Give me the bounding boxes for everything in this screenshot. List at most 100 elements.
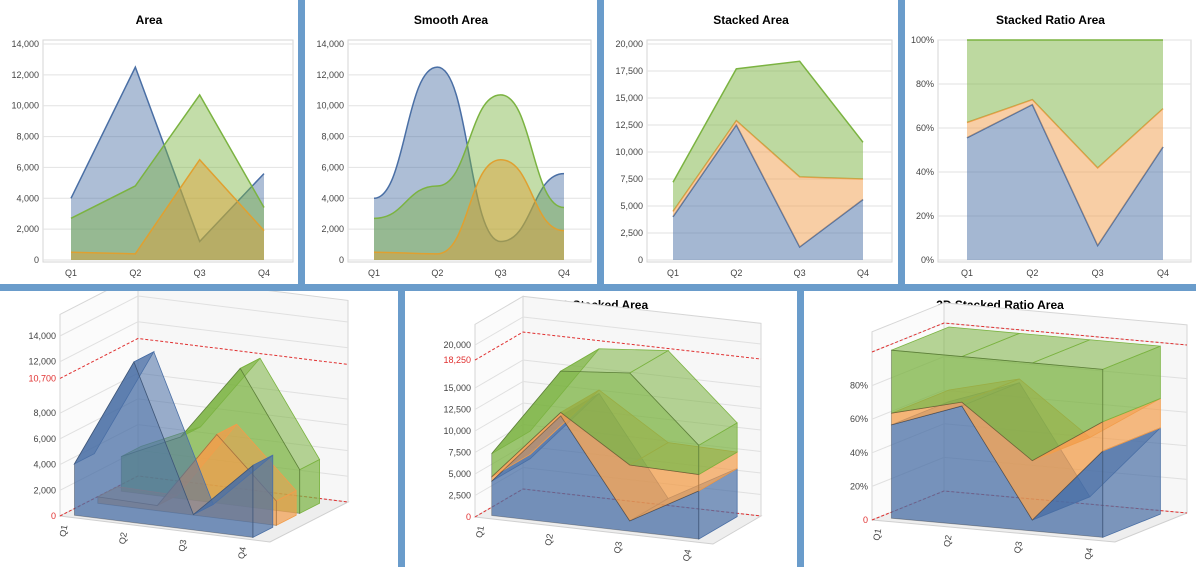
x-tick-label: Q2 <box>942 534 954 548</box>
x-tick-label: Q4 <box>681 549 693 563</box>
area-series-1 <box>71 67 264 261</box>
y-tick-label: 6,000 <box>33 434 56 444</box>
area-series-3-front <box>491 370 700 478</box>
series-line-2 <box>70 93 265 220</box>
y-tick-label: 10,000 <box>11 101 39 111</box>
area-series-3-front <box>74 361 254 538</box>
y-tick-label: 12,500 <box>615 120 643 130</box>
reference-line-label: 10,700 <box>28 373 56 383</box>
x-tick-label: Q1 <box>667 268 679 278</box>
y-tick-label: 0 <box>466 512 471 522</box>
chart-title: Stacked Area <box>713 13 789 27</box>
x-tick-label: Q2 <box>1026 268 1038 278</box>
y-tick-label: 20,000 <box>615 39 643 49</box>
gridline <box>474 316 524 346</box>
x-tick-label: Q1 <box>368 268 380 278</box>
gridline <box>474 402 524 432</box>
x-tick-label: Q4 <box>1157 268 1169 278</box>
reference-line <box>871 322 1188 353</box>
y-tick-label: 12,000 <box>28 357 56 367</box>
y-tick-label: 20,000 <box>443 340 471 350</box>
y-tick-label: 2,000 <box>321 224 344 234</box>
chart-title: Area <box>136 13 163 27</box>
y-tick-label: 2,000 <box>33 485 56 495</box>
series-line-2 <box>373 94 565 220</box>
y-tick-label: 15,000 <box>443 383 471 393</box>
x-tick-label: Q3 <box>194 268 206 278</box>
gridline <box>137 321 349 349</box>
y-tick-label: 6,000 <box>16 162 39 172</box>
vertical-splitter-top-3[interactable] <box>898 0 905 284</box>
stacked-ratio-area-chart: Stacked Ratio Area 0% 20% 40% 60% 80% 100% Q1 Q2… <box>911 13 1192 278</box>
chart-title: Stacked Ratio Area <box>996 13 1105 27</box>
x-tick-label: Q3 <box>177 539 189 553</box>
x-tick-label: Q4 <box>857 268 869 278</box>
series-line-3 <box>373 158 565 255</box>
vertical-splitter-top-1[interactable] <box>298 0 305 284</box>
y-tick-label: 14,000 <box>28 331 56 341</box>
x-tick-label: Q2 <box>129 268 141 278</box>
x-tick-label: Q3 <box>1092 268 1104 278</box>
vertical-splitter-top-2[interactable] <box>597 0 604 284</box>
y-tick-label: 12,000 <box>11 70 39 80</box>
x-tick-label: Q1 <box>961 268 973 278</box>
area-series-3 <box>967 40 1163 168</box>
y-tick-label: 8,000 <box>16 132 39 142</box>
area-series-3 <box>71 159 264 260</box>
y-tick-label: 10,000 <box>615 147 643 157</box>
y-tick-label: 2,500 <box>620 228 643 238</box>
gridline <box>59 295 139 337</box>
reference-line <box>59 337 349 379</box>
series-line-3 <box>70 158 265 255</box>
area-series-2 <box>673 120 863 248</box>
vertical-splitter-bottom-2[interactable] <box>797 291 804 567</box>
y-tick-label: 2,500 <box>448 491 471 501</box>
chart-title: Smooth Area <box>414 13 489 27</box>
x-tick-label: Q4 <box>236 546 248 560</box>
area-series-1 <box>374 67 564 261</box>
horizontal-splitter[interactable] <box>0 284 1196 291</box>
y-tick-label: 60% <box>916 123 934 133</box>
y-tick-label: 80% <box>916 79 934 89</box>
x-tick-label: Q1 <box>474 525 486 539</box>
y-tick-label: 10,000 <box>316 101 344 111</box>
y-tick-label: 0% <box>921 255 934 265</box>
series-line-1 <box>373 66 565 243</box>
series-line-1 <box>70 65 265 243</box>
area-series-1-front <box>890 405 1104 538</box>
y-tick-label: 5,000 <box>448 469 471 479</box>
area-series-3 <box>673 61 863 212</box>
x-tick-label: Q4 <box>258 268 270 278</box>
y-tick-label: 80% <box>850 381 868 391</box>
area-series-3-front <box>890 349 1104 462</box>
plot-area <box>42 39 294 263</box>
x-tick-label: Q3 <box>794 268 806 278</box>
y-tick-label: 20% <box>850 481 868 491</box>
y-tick-label: 17,500 <box>615 66 643 76</box>
gridline <box>474 359 524 389</box>
chart-panel-3d-stacked-ratio-area: 3D Stacked Ratio Area 0 20% 40% 60% 80% Q1 Q2 Q3… <box>804 291 1196 567</box>
gridline <box>59 321 139 363</box>
x-tick-label: Q4 <box>1083 547 1095 561</box>
vertical-splitter-bottom-1[interactable] <box>398 291 405 567</box>
x-tick-label: Q4 <box>558 268 570 278</box>
area-series-2 <box>374 94 564 260</box>
smooth-area-chart: Smooth Area 0 2,000 4,000 6,000 8,000 10,000 12… <box>316 13 592 278</box>
y-tick-label: 20% <box>916 211 934 221</box>
chart-panel-stacked-ratio-area: Stacked Ratio Area 0% 20% 40% 60% 80% 100% Q1 Q2… <box>905 0 1196 284</box>
y-tick-label: 12,000 <box>316 70 344 80</box>
y-tick-label: 5,000 <box>620 201 643 211</box>
x-tick-label: Q2 <box>431 268 443 278</box>
gridline <box>474 381 524 410</box>
series-line-3 <box>672 60 864 183</box>
x-tick-label: Q2 <box>117 531 129 545</box>
x-tick-label: Q3 <box>1012 541 1024 555</box>
chart-panel-smooth-area: Smooth Area 0 2,000 4,000 6,000 8,000 10,000 12… <box>305 0 597 284</box>
stacked-area-chart: Stacked Area 0 2,500 5,000 7,500 10,000 12,500… <box>615 13 893 278</box>
3d-area-chart: 3D Area02,0004,0006,0008,00012,00014,000… <box>28 291 350 560</box>
x-tick-label: Q3 <box>612 541 624 555</box>
y-tick-label: 15,000 <box>615 93 643 103</box>
reference-line-label: 18,250 <box>443 355 471 365</box>
x-tick-label: Q1 <box>58 524 70 538</box>
